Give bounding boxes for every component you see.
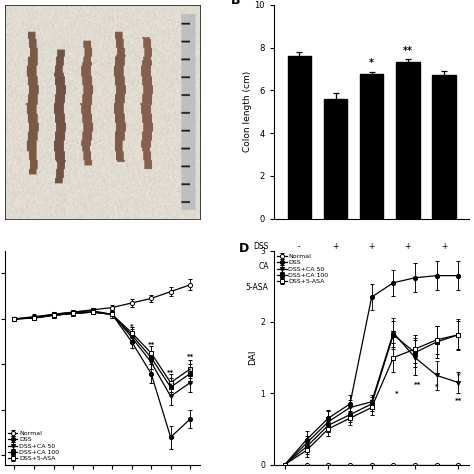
Text: +: + <box>332 242 339 251</box>
Text: +: + <box>441 242 447 251</box>
Text: CA: CA <box>258 262 269 271</box>
Text: +: + <box>368 242 375 251</box>
Legend: Normal, DSS, DSS+CA 50, DSS+CA 100, DSS+5-ASA: Normal, DSS, DSS+CA 50, DSS+CA 100, DSS+… <box>277 254 328 284</box>
Text: *: * <box>188 367 192 374</box>
Bar <box>396 63 419 219</box>
Text: -: - <box>298 262 301 271</box>
Text: -: - <box>298 283 301 292</box>
Text: 50: 50 <box>367 262 376 271</box>
Text: -: - <box>370 283 373 292</box>
Text: **: ** <box>167 370 174 376</box>
Text: -: - <box>406 283 409 292</box>
Text: **: ** <box>455 398 462 404</box>
Text: 100: 100 <box>401 262 415 271</box>
Text: B: B <box>231 0 241 7</box>
Text: *: * <box>369 58 374 68</box>
Text: *: * <box>395 391 399 397</box>
Bar <box>360 74 383 219</box>
Legend: Normal, DSS, DSS+CA 50, DSS+CA 100, DSS+5-ASA: Normal, DSS, DSS+CA 50, DSS+CA 100, DSS+… <box>8 431 59 461</box>
Text: *: * <box>169 383 173 390</box>
Bar <box>288 56 311 219</box>
Text: -: - <box>334 283 337 292</box>
Text: D: D <box>239 242 249 255</box>
Text: **: ** <box>414 382 421 388</box>
Text: *: * <box>456 373 460 379</box>
Text: **: ** <box>147 343 155 348</box>
Text: DSS: DSS <box>253 242 269 251</box>
Text: *: * <box>435 383 438 390</box>
Text: **: ** <box>403 46 413 56</box>
Text: 5-ASA: 5-ASA <box>246 283 269 292</box>
Y-axis label: DAI: DAI <box>248 350 257 365</box>
Text: -: - <box>298 242 301 251</box>
Text: 50: 50 <box>439 283 449 292</box>
Text: +: + <box>405 242 411 251</box>
Bar <box>432 75 456 219</box>
Text: *: * <box>130 324 133 330</box>
Text: -: - <box>334 262 337 271</box>
Y-axis label: Colon length (cm): Colon length (cm) <box>243 71 252 152</box>
Text: -: - <box>443 262 446 271</box>
Text: **: ** <box>187 354 194 360</box>
Bar <box>324 99 347 219</box>
